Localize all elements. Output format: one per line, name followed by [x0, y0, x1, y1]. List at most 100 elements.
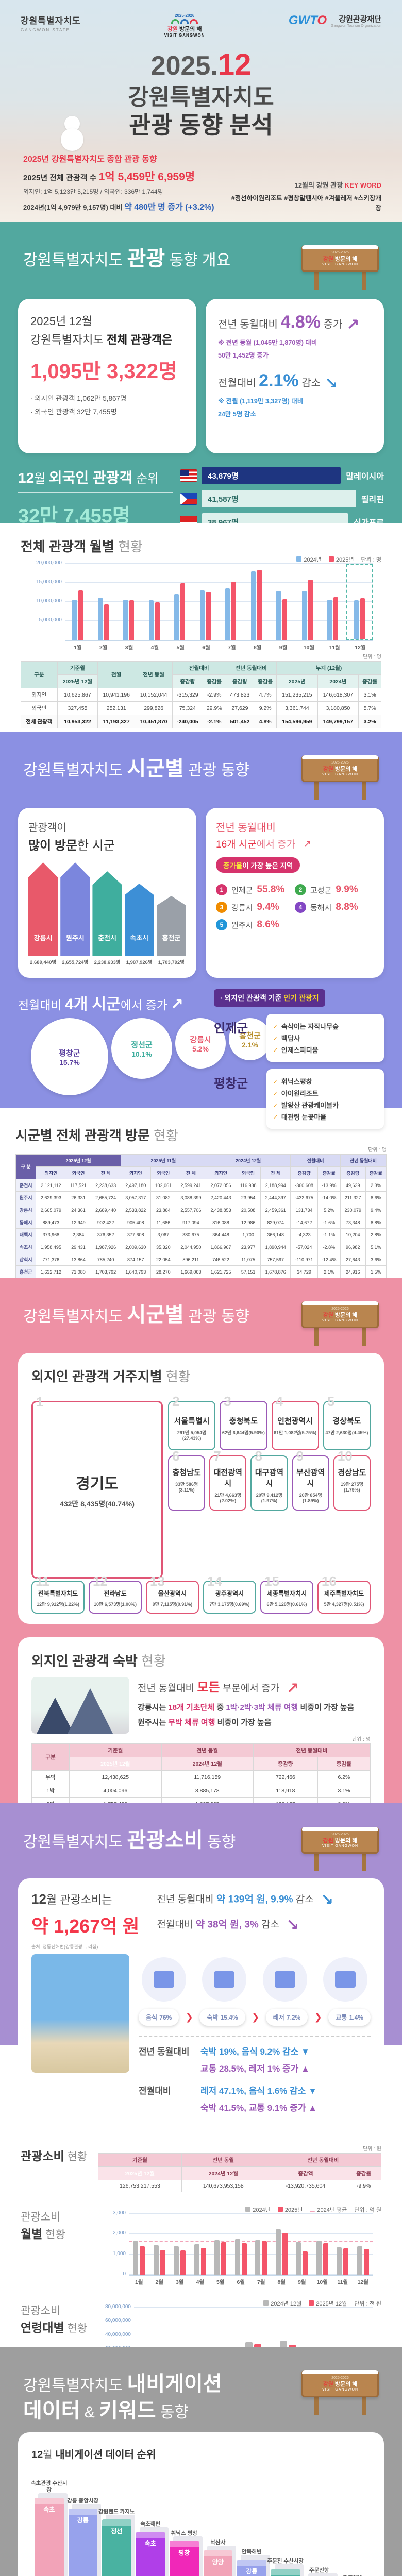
table-cell: -360,608: [290, 1179, 318, 1192]
table-cell: 380,675: [175, 1228, 206, 1241]
rank-bar: 강릉7: [237, 2560, 266, 2576]
annual-summary: 2025년 강원특별자치도 종합 관광 동향 2025년 전체 관광객 수 1억…: [23, 155, 214, 212]
mom-increase-text: 전월대비 4개 시군에서 증가 ↗: [18, 996, 184, 1013]
residence-box: 13 울산광역시 9만 7,115명(0.91%): [146, 1573, 199, 1614]
chart-bar: [123, 599, 128, 640]
table-cell: 116,938: [236, 1179, 261, 1192]
table-cell: 1,700: [236, 1228, 261, 1241]
chart-bar: [221, 2242, 227, 2275]
table-cell: 8.8%: [365, 1216, 387, 1229]
wooden-sign: 2025-2026 강원 방문의 해 VISIT GANGWON: [301, 1827, 379, 1871]
rank-bar: 양양6: [203, 2550, 232, 2576]
popular-spot-item: ✓ 대관령 눈꽃마을: [273, 1113, 327, 1121]
lodging-table: 구분 기준월 전년 동월 전년 동월대비 2025년 12월 2024년 12월…: [31, 1743, 371, 1803]
check-icon: ✓: [273, 1046, 278, 1054]
table-cell: 1,890,944: [260, 1241, 291, 1253]
increase-rank-item: 4 동해시 8.8%: [295, 902, 374, 913]
table-cell: 12,986: [236, 1216, 261, 1229]
lodging-card: 외지인 관광객 숙박 현황 전년 동월대비 모든 부문에서 증가 ↗ 강릉시는 …: [18, 1637, 384, 1803]
chart-bar: [140, 2246, 145, 2275]
table-cell: 1,987,926: [90, 1241, 121, 1253]
chart-bar: [155, 602, 160, 640]
table-cell: 2,599,241: [175, 1179, 206, 1192]
table-cell: 2,044,950: [175, 1241, 206, 1253]
check-icon: ✓: [273, 1023, 278, 1030]
table-cell: -13,920,735,604: [264, 2180, 347, 2192]
table-cell: 31,082: [150, 1191, 176, 1204]
yoy-category-compare: 전년 동월대비 숙박 19%, 음식 9.2% 감소 ▼ 교통 28.5%, 레…: [139, 2047, 310, 2074]
gwto-logo: GWTO 강원관광재단 Gangwon Tourism Organization: [288, 13, 381, 28]
table-cell: 10,152,044: [135, 688, 173, 702]
check-icon: ✓: [273, 1078, 278, 1086]
chart-bar: [363, 2249, 369, 2275]
category-share-row: 음식 76% ❯ 숙박 15.4% ❯ 레저 7.2% ❯ 교통 1.4%: [139, 2009, 371, 2026]
chart-bar: [254, 2344, 262, 2347]
consumption-monthly-chart: 3,000 2,000 1,000 0: [113, 2210, 373, 2277]
chart-bar: [327, 600, 332, 640]
increase-rank-list: 1 인제군 55.8% 2 고성군 9.9% 3 강릉시 9.4%: [216, 878, 374, 930]
monthly-visitors-table: 구분 기준월 전월 전년 동월 전월대비 전년 동월대비 누계 (12월) 20…: [21, 661, 381, 728]
blue-down-arrow-icon: ↘: [321, 1891, 334, 1908]
residence-title: 외지인 관광객 거주지별 현황: [31, 1369, 191, 1384]
table-cell: 785,240: [90, 1253, 121, 1266]
consumption-monthly-legend: 2024년 2025년 2024년 평균 단위 : 억 원: [98, 2206, 381, 2214]
chart-bar: [323, 2243, 328, 2275]
table-cell: 2,238,633: [90, 1179, 121, 1192]
table-cell: 9.4%: [365, 1204, 387, 1216]
consumption-card: 12월 관광소비는 약 1,267억 원 출처: 정동진해변(강릉관광 누리집)…: [18, 1878, 384, 2130]
chart-bar: [276, 590, 281, 640]
foreign-visitors-total: 32만 7,455명: [18, 505, 130, 523]
table-cell: -110,971: [290, 1253, 318, 1266]
foreign-visitors-summary: 12월 외국인 관광객 순위 32만 7,455명 전년 동월대비 9.2% 증…: [18, 467, 173, 523]
table-cell: 917,094: [175, 1216, 206, 1229]
residence-card: 외지인 관광객 거주지별 현황 1 경기도 432만 8,435명(40.74%…: [18, 1353, 384, 1624]
table-cell: 3,057,317: [120, 1191, 151, 1204]
table-cell: 10,625,867: [57, 688, 98, 702]
residence-row-1: 2 서울특별시 291만 5,054명(27.43%) 3 충청북도 62만 6…: [168, 1394, 371, 1450]
table-cell: 366,148: [260, 1228, 291, 1241]
table-cell: -1.6%: [317, 1216, 341, 1229]
table-cell: 771,376: [36, 1253, 66, 1266]
table-cell: 373,968: [36, 1228, 66, 1241]
table-cell: 874,157: [120, 1253, 151, 1266]
visit-gangwon-logo: 2025-2026 강원 방문의 해 VISIT GANGWON: [164, 13, 205, 38]
navigation-rank-card: 12월 내비게이션 데이터 순위 속초1속초관광 수산시장강릉2강릉 중앙시장정…: [18, 2432, 384, 2576]
table-cell: 1.5%: [365, 1265, 387, 1278]
chart-bar: [245, 2342, 253, 2347]
residence-box: 9 부산광역시 20만 854명(1.89%): [292, 1448, 329, 1511]
table-cell: 5.2%: [317, 1204, 341, 1216]
transport-icon: [323, 1957, 367, 2002]
check-icon: ✓: [273, 1090, 278, 1097]
table-cell: 1,621,725: [205, 1265, 237, 1278]
table-cell: 49,639: [340, 1179, 366, 1192]
purple-down-arrow-icon: ↘: [286, 1917, 299, 1934]
chart-bar: [288, 2344, 296, 2347]
consumption-monthly-xaxis: 1월 2월 3월 4월 5월 6월 7월 8월 9월 10월 11월 12월: [135, 2279, 368, 2285]
table-cell: 473,823: [225, 688, 255, 702]
up-triangle-icon: ▲: [300, 2064, 310, 2074]
table-cell: 3,088,399: [175, 1191, 206, 1204]
mom-category-compare: 전월대비 레저 47.1%, 음식 1.6% 감소 ▼ 숙박 41.5%, 교통…: [139, 2086, 317, 2113]
gt-arrow-icon: ❯: [314, 2012, 322, 2022]
table-cell: 강릉시: [15, 1204, 37, 1216]
table-cell: 327,455: [57, 701, 98, 715]
table-cell: 73,348: [340, 1216, 366, 1229]
chart-bar: [275, 2229, 281, 2275]
leisure-icon: [262, 1957, 307, 2002]
table-cell: 252,131: [97, 701, 136, 715]
table-cell: 131,734: [290, 1204, 318, 1216]
foreign-country-ranking: 43,879명 말레이시아 41,587명 필리핀 38,967명 싱가포르: [173, 467, 384, 523]
residence-rank-1: 1 경기도 432만 8,435명(40.74%): [31, 1394, 163, 1579]
table-cell: 3.1%: [358, 688, 381, 702]
table-cell: -315,329: [172, 688, 203, 702]
rank-bar: 속초4: [136, 2532, 165, 2576]
popular-spot-item: ✓ 휘닉스평창: [273, 1078, 312, 1086]
table-cell: 722,466: [253, 1770, 318, 1784]
table-cell: -432,675: [290, 1191, 318, 1204]
most-visited-card: 관광객이 많이 방문한 시군 강릉시 2,689,440명 원주시 2,655,…: [18, 808, 196, 978]
country-bar: 43,879명: [202, 467, 341, 484]
city-bubble: 정선군 10.1%: [111, 1018, 172, 1079]
table-cell: 75,324: [172, 701, 203, 715]
popular-spot-item: ✓ 아이원리조트: [273, 1090, 319, 1097]
chart-bar: [316, 2241, 322, 2275]
